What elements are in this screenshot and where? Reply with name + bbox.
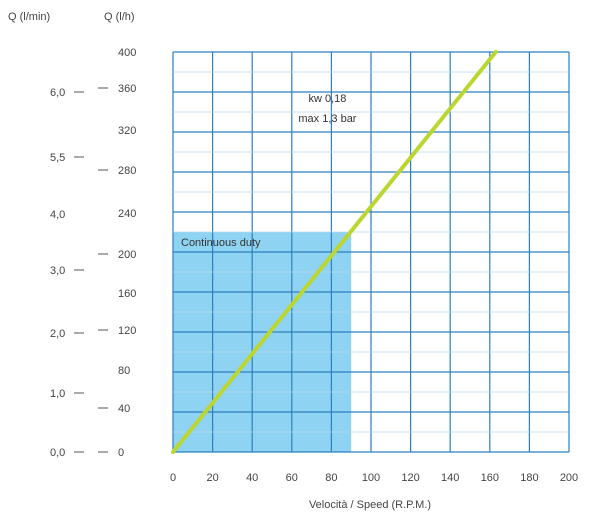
lh-tick-labels: 0 40 80 120 160 200 240 280 320 360 400 bbox=[98, 47, 136, 459]
x-tick-label: 0 bbox=[170, 472, 176, 484]
x-tick-label: 20 bbox=[206, 472, 218, 484]
x-tick-labels: 0 20 40 60 80 100 120 140 160 180 200 bbox=[170, 472, 578, 484]
x-tick-label: 80 bbox=[325, 472, 337, 484]
lmin-tick-label: 5,5 bbox=[50, 152, 65, 164]
x-tick-label: 160 bbox=[481, 472, 499, 484]
lmin-tick-label: 2,0 bbox=[50, 328, 65, 340]
x-tick-label: 120 bbox=[401, 472, 419, 484]
x-tick-label: 140 bbox=[441, 472, 459, 484]
lh-tick-label: 240 bbox=[118, 208, 136, 220]
lmin-tick-label: 3,0 bbox=[50, 265, 65, 277]
lh-tick-label: 200 bbox=[118, 249, 136, 261]
power-annotation: kw 0,18 bbox=[308, 93, 346, 105]
lh-tick-label: 280 bbox=[118, 165, 136, 177]
flow-series-line bbox=[171, 50, 498, 454]
x-tick-label: 180 bbox=[520, 472, 538, 484]
x-tick-label: 60 bbox=[286, 472, 298, 484]
lh-tick-label: 160 bbox=[118, 288, 136, 300]
x-tick-label: 40 bbox=[246, 472, 258, 484]
lh-tick-label: 400 bbox=[118, 47, 136, 59]
chart-grid bbox=[172, 51, 570, 453]
continuous-duty-label: Continuous duty bbox=[181, 237, 261, 249]
pressure-annotation: max 1,3 bar bbox=[298, 113, 356, 125]
x-axis-title: Velocità / Speed (R.P.M.) bbox=[309, 499, 431, 511]
lh-tick-label: 40 bbox=[118, 403, 130, 415]
x-tick-label: 100 bbox=[362, 472, 380, 484]
lmin-tick-label: 0,0 bbox=[50, 447, 65, 459]
right-axis-title: Q (l/h) bbox=[104, 11, 135, 23]
lh-tick-label: 0 bbox=[118, 447, 124, 459]
lh-tick-label: 360 bbox=[118, 83, 136, 95]
lmin-tick-label: 4,0 bbox=[50, 209, 65, 221]
lmin-tick-labels: 0,0 1,0 2,0 3,0 4,0 5,5 6,0 bbox=[50, 87, 84, 459]
x-tick-label: 200 bbox=[560, 472, 578, 484]
lh-tick-label: 320 bbox=[118, 125, 136, 137]
lmin-tick-label: 6,0 bbox=[50, 87, 65, 99]
lh-tick-label: 80 bbox=[118, 365, 130, 377]
left-axis-title: Q (l/min) bbox=[8, 11, 50, 23]
lmin-tick-label: 1,0 bbox=[50, 388, 65, 400]
lh-tick-label: 120 bbox=[118, 325, 136, 337]
